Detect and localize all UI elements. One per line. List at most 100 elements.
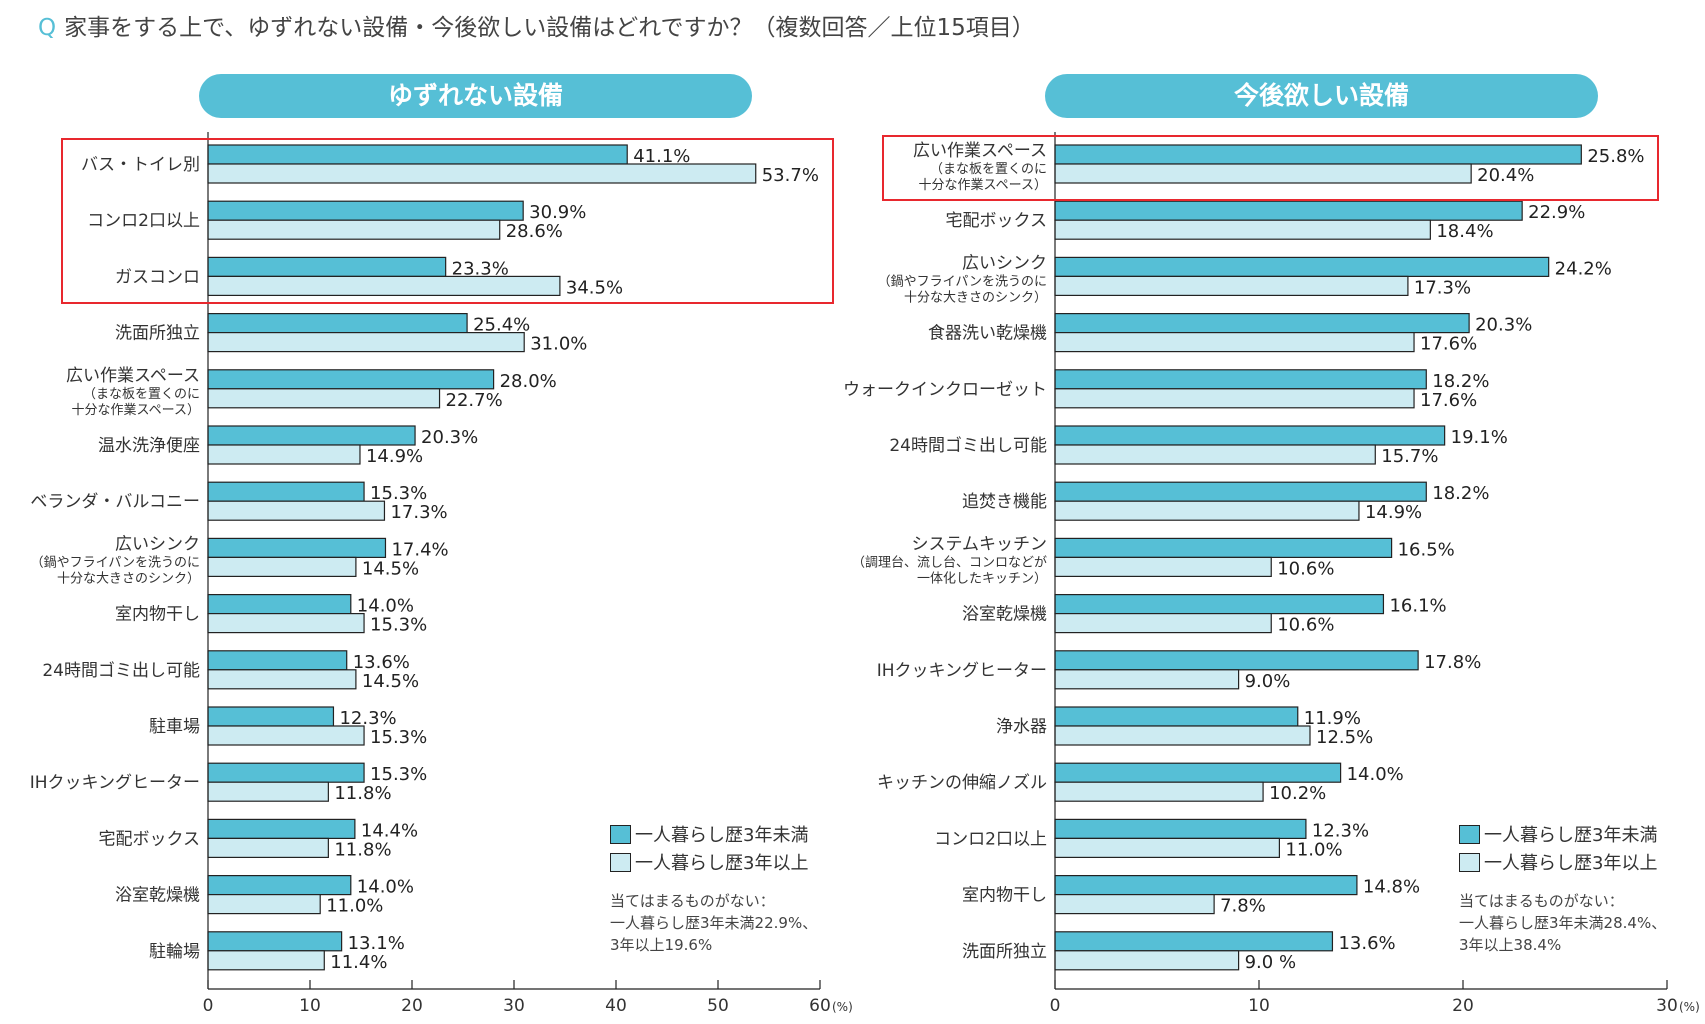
value-label: 11.4% bbox=[330, 952, 387, 973]
category-label: 浴室乾燥機 bbox=[962, 605, 1047, 625]
value-label: 14.5% bbox=[362, 671, 419, 692]
category-sublabel: （調理台、流し台、コンロなどが bbox=[852, 555, 1047, 570]
bar-under-3yr bbox=[207, 537, 387, 559]
legend-label: 一人暮らし歴3年未満 bbox=[1484, 825, 1658, 846]
value-label: 17.8% bbox=[1424, 652, 1481, 673]
bar-under-3yr bbox=[1054, 650, 1419, 671]
category-label: 広いシンク bbox=[115, 534, 200, 554]
bar-3yr-plus bbox=[1054, 950, 1240, 971]
bar-3yr-plus bbox=[1054, 219, 1431, 240]
bar-under-3yr bbox=[207, 593, 352, 615]
value-label: 53.7% bbox=[762, 165, 819, 186]
category-label: コンロ2口以上 bbox=[87, 211, 200, 231]
value-label: 18.2% bbox=[1432, 483, 1489, 504]
category-sublabel: 十分な大きさのシンク） bbox=[904, 290, 1047, 305]
value-label: 20.3% bbox=[421, 427, 478, 448]
note-line: 3年以上19.6% bbox=[610, 936, 713, 954]
x-unit-label: (%) bbox=[832, 1000, 853, 1014]
category-label: 宅配ボックス bbox=[946, 211, 1048, 231]
bar-under-3yr bbox=[1054, 369, 1427, 390]
value-label: 11.8% bbox=[334, 839, 391, 860]
value-label: 15.3% bbox=[370, 483, 427, 504]
q-mark: Q bbox=[38, 15, 57, 41]
value-label: 15.7% bbox=[1381, 446, 1438, 467]
bar-3yr-plus bbox=[1054, 275, 1409, 296]
value-label: 14.0% bbox=[1347, 764, 1404, 785]
value-label: 16.1% bbox=[1389, 596, 1446, 617]
category-label: 広い作業スペース bbox=[66, 366, 200, 386]
left-chart-header: ゆずれない設備 bbox=[199, 74, 752, 118]
value-label: 12.3% bbox=[339, 708, 396, 729]
bar-under-3yr bbox=[207, 425, 416, 446]
bar-3yr-plus bbox=[207, 556, 357, 578]
note-line: 一人暮らし歴3年未満22.9%、 bbox=[610, 914, 818, 932]
right-chart-header: 今後欲しい設備 bbox=[1045, 74, 1598, 118]
bar-3yr-plus bbox=[207, 275, 561, 296]
note-line: 3年以上38.4% bbox=[1459, 936, 1562, 954]
value-label: 13.1% bbox=[348, 933, 405, 954]
value-label: 20.4% bbox=[1477, 165, 1534, 186]
bar-under-3yr bbox=[207, 200, 524, 221]
highlight-box bbox=[882, 135, 1659, 201]
value-label: 25.4% bbox=[473, 315, 530, 336]
category-label: 24時間ゴミ出し可能 bbox=[42, 660, 200, 681]
bar-under-3yr bbox=[1054, 144, 1582, 165]
bar-under-3yr bbox=[1054, 706, 1299, 727]
category-label: ウォークインクローゼット bbox=[843, 380, 1047, 400]
value-label: 31.0% bbox=[530, 334, 587, 355]
bar-3yr-plus bbox=[1054, 556, 1272, 578]
bar-3yr-plus bbox=[1054, 388, 1415, 409]
legend-label: 一人暮らし歴3年以上 bbox=[1484, 853, 1658, 874]
category-label: 浄水器 bbox=[996, 717, 1047, 737]
value-label: 7.8% bbox=[1220, 896, 1266, 917]
right-note: 当てはまるものがない： 一人暮らし歴3年未満28.4%、 3年以上38.4% bbox=[1459, 890, 1666, 956]
x-tick-label: 60 bbox=[809, 996, 831, 1016]
bar-3yr-plus bbox=[207, 444, 361, 465]
bar-under-3yr bbox=[207, 706, 335, 727]
value-label: 14.5% bbox=[362, 558, 419, 579]
value-label: 24.2% bbox=[1555, 258, 1612, 279]
value-label: 10.6% bbox=[1277, 558, 1334, 579]
category-label: 広い作業スペース bbox=[913, 141, 1047, 161]
bar-3yr-plus bbox=[1054, 332, 1415, 353]
value-label: 14.0% bbox=[357, 596, 414, 617]
category-label: バス・トイレ別 bbox=[81, 155, 200, 175]
category-sublabel: 一体化したキッチン） bbox=[917, 571, 1047, 586]
value-label: 10.2% bbox=[1269, 783, 1326, 804]
value-label: 17.3% bbox=[1414, 277, 1471, 298]
left-note: 当てはまるものがない： 一人暮らし歴3年未満22.9%、 3年以上19.6% bbox=[610, 890, 817, 956]
bar-under-3yr bbox=[207, 313, 468, 334]
value-label: 28.0% bbox=[500, 371, 557, 392]
bar-under-3yr bbox=[207, 369, 495, 390]
category-label: IHクッキングヒーター bbox=[30, 773, 200, 793]
left-legend: 一人暮らし歴3年未満 一人暮らし歴3年以上 当てはまるものがない： 一人暮らし歴… bbox=[610, 820, 817, 956]
bar-3yr-plus bbox=[1054, 669, 1240, 690]
highlight-box bbox=[61, 138, 834, 304]
value-label: 16.5% bbox=[1398, 539, 1455, 560]
category-sublabel: 十分な作業スペース） bbox=[72, 402, 200, 418]
category-sublabel: （まな板を置くのに bbox=[83, 387, 200, 402]
x-tick-label: 30 bbox=[503, 996, 525, 1016]
x-tick-label: 40 bbox=[605, 996, 627, 1016]
value-label: 25.8% bbox=[1587, 146, 1644, 167]
category-label: 駐輪場 bbox=[149, 942, 200, 962]
bar-under-3yr bbox=[1054, 256, 1550, 277]
bar-3yr-plus bbox=[1054, 612, 1272, 634]
bar-3yr-plus bbox=[207, 388, 441, 409]
bar-3yr-plus bbox=[1054, 893, 1215, 915]
bar-under-3yr bbox=[207, 256, 447, 277]
category-label: 室内物干し bbox=[962, 886, 1047, 906]
value-label: 14.9% bbox=[1365, 502, 1422, 523]
value-label: 10.6% bbox=[1277, 615, 1334, 636]
bar-under-3yr bbox=[1054, 425, 1446, 446]
value-label: 22.7% bbox=[446, 390, 503, 411]
legend-label: 一人暮らし歴3年以上 bbox=[635, 853, 809, 874]
category-label: IHクッキングヒーター bbox=[877, 661, 1047, 681]
value-label: 17.6% bbox=[1420, 334, 1477, 355]
category-label: 温水洗浄便座 bbox=[98, 436, 200, 456]
value-label: 34.5% bbox=[566, 277, 623, 298]
value-label: 23.3% bbox=[452, 258, 509, 279]
category-sublabel: （まな板を置くのに bbox=[930, 162, 1047, 177]
category-label: 洗面所独立 bbox=[962, 942, 1047, 962]
bar-3yr-plus bbox=[207, 893, 321, 915]
